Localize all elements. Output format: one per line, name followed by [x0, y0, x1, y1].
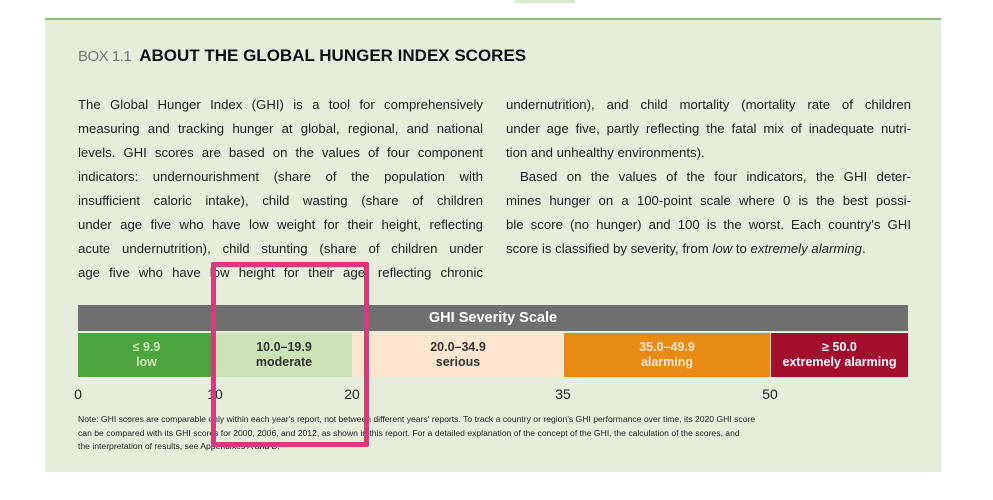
scale-cell: 20.0–34.9 serious — [353, 333, 563, 377]
text-line: The Global Hunger Index (GHI) is a tool … — [78, 97, 483, 112]
scale-range: ≥ 50.0 — [822, 340, 857, 354]
text-line: age five who have low height for their a… — [78, 265, 483, 280]
text-line: measuring and tracking hunger at global,… — [78, 121, 483, 136]
text-segment: score is classified by severity, from — [506, 241, 713, 256]
scale-range: 20.0–34.9 — [430, 340, 486, 354]
scale-cell: 35.0–49.9 alarming — [564, 333, 770, 377]
text-segment: . — [861, 241, 866, 256]
scale-tick: 35 — [555, 386, 571, 402]
box-title: BOX 1.1 ABOUT THE GLOBAL HUNGER INDEX SCO… — [78, 46, 526, 66]
scale-title: GHI Severity Scale — [78, 305, 908, 331]
text-segment: to — [732, 241, 751, 256]
text-line: ble score (no hunger) and 100 is the wor… — [506, 217, 911, 232]
text-line: indicators: undernourishment (share of t… — [78, 169, 483, 184]
scale-range: 35.0–49.9 — [639, 340, 695, 354]
box-heading: ABOUT THE GLOBAL HUNGER INDEX SCORES — [139, 46, 527, 65]
note-line: the interpretation of results, see Appen… — [78, 441, 280, 451]
text-line: undernutrition), and child mortality (mo… — [506, 97, 911, 112]
note: Note: GHI scores are comparable only wit… — [78, 413, 755, 454]
decor — [515, 0, 575, 3]
scale-cell: 10.0–19.9 moderate — [216, 333, 352, 377]
scale-label: extremely alarming — [782, 355, 897, 369]
highlight-box — [211, 262, 369, 447]
note-line: Note: GHI scores are comparable only wit… — [78, 414, 756, 424]
text-line: Based on the values of the four indicato… — [520, 169, 911, 184]
scale-label: moderate — [255, 355, 313, 369]
text-line: score is classified by severity, from lo… — [506, 237, 911, 261]
text-segment: extremely alarming — [750, 241, 862, 256]
box-label: BOX 1.1 — [78, 48, 132, 65]
text-line: levels. GHI scores are based on the valu… — [78, 145, 483, 160]
column: undernutrition), and child mortality (mo… — [506, 93, 911, 261]
text-line: under age five who have low weight for t… — [78, 217, 483, 232]
text-line: tion and unhealthy environments). — [506, 145, 705, 160]
column: The Global Hunger Index (GHI) is a tool … — [78, 93, 483, 285]
scale-tick: 50 — [762, 386, 778, 402]
note-line: can be compared with its GHI scores for … — [78, 427, 740, 438]
scale-range: ≤ 9.9 — [132, 340, 161, 354]
text-segment: low — [712, 241, 733, 256]
scale-cell: ≥ 50.0 extremely alarming — [771, 333, 908, 377]
scale-range: 10.0–19.9 — [256, 340, 312, 354]
scale-label: alarming — [640, 355, 694, 369]
scale-tick: 0 — [74, 386, 82, 402]
box-panel — [45, 18, 941, 472]
scale-label: low — [136, 355, 157, 369]
text-line: acute undernutrition), child stunting (s… — [78, 241, 483, 256]
text-line: mines hunger on a 100-point scale where … — [506, 193, 911, 208]
text-line: insufficient caloric intake), child wast… — [78, 193, 483, 208]
scale-label: serious — [435, 355, 481, 369]
scale-tick: 20 — [344, 386, 360, 402]
scale-cell: ≤ 9.9 low — [78, 333, 215, 377]
text-line: under age five, partly reflecting the fa… — [506, 121, 911, 136]
